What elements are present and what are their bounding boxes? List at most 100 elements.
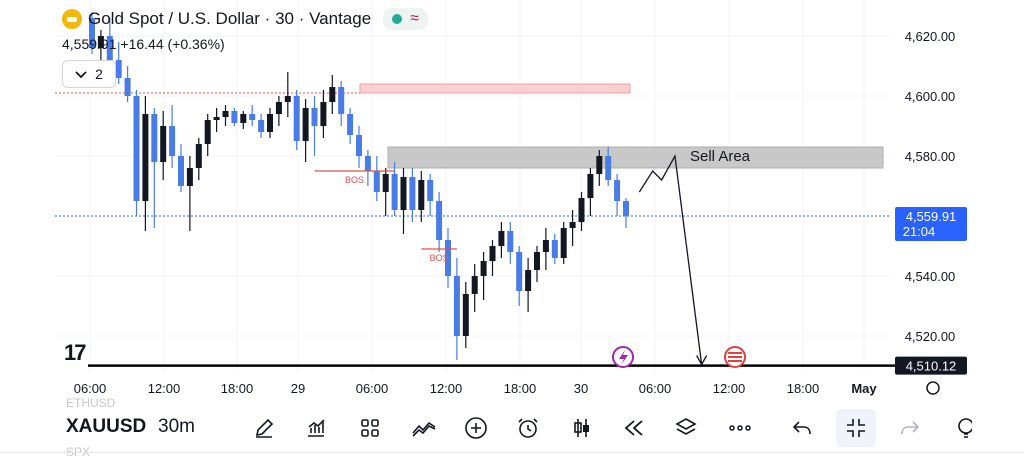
candle-body [498,231,505,246]
candle-body [133,96,140,201]
x-tick-label: 06:00 [74,381,107,396]
patterns-icon[interactable] [404,409,444,447]
candle-body [311,108,318,126]
support-price-value: 4,510.12 [906,359,957,374]
supply-zone [359,83,631,94]
gold-coin-icon [62,9,82,29]
candle-body [97,36,104,48]
candle-body [267,114,273,132]
candle-body [578,198,585,222]
y-tick-label: 4,520.00 [905,329,956,344]
candle-body [186,168,193,186]
candle-body [427,180,434,201]
candle-body [213,117,220,120]
candle-type-icon[interactable] [562,409,602,447]
bos-label: BOS [345,175,364,185]
candle-body [302,108,309,141]
flag-stripe [728,352,742,354]
replay-icon[interactable] [614,409,654,447]
candle-body [169,126,176,156]
indicators-count: 2 [95,66,103,82]
alarm-clock-icon[interactable] [508,409,548,447]
add-circle-icon[interactable] [456,409,496,447]
pencil-icon[interactable] [244,409,284,447]
sell-area-label: Sell Area [690,148,751,165]
bar-countdown: 21:04 [903,224,936,239]
candle-body [542,240,549,252]
candle-body [418,180,425,210]
interval-selector[interactable]: 30m [158,416,195,437]
lightning-glyph-icon [619,350,628,365]
axis-settings-icon [926,381,940,395]
candle-body [525,270,532,291]
candle-body [400,177,407,210]
layout-grid-icon[interactable] [350,409,390,447]
y-tick-label: 4,540.00 [905,269,956,284]
candle-body [89,18,95,48]
y-tick-label: 4,620.00 [905,29,956,44]
market-open-icon [392,14,403,24]
market-status-pill[interactable]: ≈ [383,8,428,30]
candle-body [391,174,398,210]
x-tick-label: 06:00 [356,381,389,396]
candle-body [382,174,389,192]
price-axis: 4,620.00 4,600.00 4,580.00 4,540.00 4,520.00… [74,29,967,396]
symbol-selector[interactable]: XAUUSD [66,416,147,437]
price-change-row: 4,559.91 +16.44 (+0.36%) [62,36,225,52]
ghost-symbol-above: ETHUSD [66,396,116,410]
indicators-chart-icon[interactable] [296,409,336,447]
candle-body [551,240,558,258]
footer-divider [0,452,1024,453]
candle-body [142,114,149,201]
candle-body [320,102,327,126]
candle-body [614,180,621,201]
candle-body [445,240,451,276]
candle-body [569,222,576,228]
last-price: 4,559.91 [62,36,117,52]
x-tick-label: 18:00 [221,381,254,396]
candle-body [534,252,540,270]
bos-label: BOS [430,253,449,263]
candle-body [471,276,478,294]
chart-legend[interactable]: Gold Spot / U.S. Dollar · 30 · Vantage ≈ [62,8,428,30]
candle-body [258,120,265,132]
hint-icon[interactable] [950,409,972,447]
candle-body [462,294,469,336]
x-tick-label: 06:00 [639,381,672,396]
projection-path [638,153,703,365]
projection-arrowhead [696,355,708,366]
x-tick-label: 30 [574,381,588,396]
candle-body [240,114,247,123]
candle-body [596,156,603,174]
candle-body [480,261,487,276]
candle-body [106,36,113,60]
y-tick-label: 4,600.00 [905,89,956,104]
price-change: +16.44 (+0.36%) [120,36,225,52]
indicators-toggle-button[interactable]: 2 [62,60,116,88]
candle-body [160,126,167,162]
candle-body [560,228,567,258]
redo-icon[interactable] [890,409,930,447]
candle-body [231,111,238,123]
more-icon[interactable] [720,409,760,447]
support-price-tag-bg [895,356,967,375]
current-price-tag-bg [895,207,967,241]
candle-body [293,96,300,141]
collapse-icon[interactable] [836,409,876,447]
candle-body [489,246,496,261]
candle-series [89,12,629,360]
candle-body [222,111,229,117]
candle-body [338,87,345,114]
x-tick-label: 29 [291,381,305,396]
status-wave-icon: ≈ [410,10,419,27]
layers-icon[interactable] [666,409,706,447]
undo-icon[interactable] [782,409,822,447]
y-tick-label: 4,580.00 [905,149,956,164]
candle-body [275,102,282,114]
x-tick-label: 12:00 [148,381,181,396]
flag-stripe [728,360,742,362]
symbol-title[interactable]: Gold Spot / U.S. Dollar · 30 · Vantage [88,9,372,28]
current-price-value: 4,559.91 [906,209,957,224]
